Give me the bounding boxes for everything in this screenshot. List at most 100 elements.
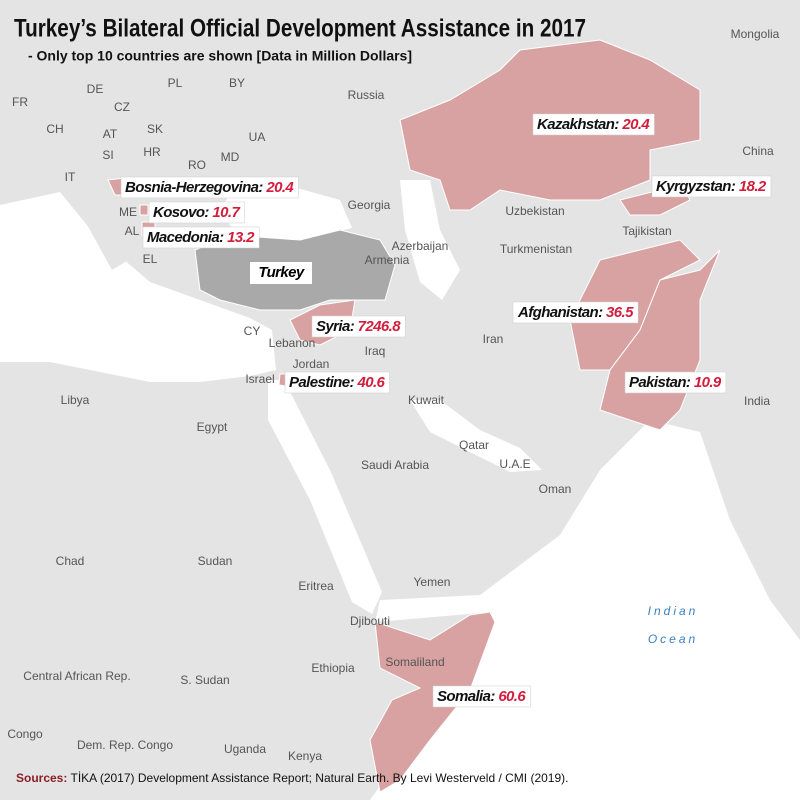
place-label: EL <box>143 252 158 266</box>
label-box <box>284 371 390 394</box>
place-label: SK <box>147 122 163 136</box>
assistance-value: 20.4 <box>621 116 650 133</box>
label-text: Kyrgyzstan: 18.2 <box>656 178 767 195</box>
label-text: Bosnia-Herzegovina: 20.4 <box>125 179 294 196</box>
place-label: Oman <box>539 482 572 496</box>
label-text: Pakistan: 10.9 <box>629 374 722 391</box>
place-label: Congo <box>7 727 43 741</box>
italy <box>60 170 132 270</box>
place-label: CY <box>244 324 261 338</box>
label-box <box>432 685 531 708</box>
country-name: Bosnia-Herzegovina: <box>125 179 263 196</box>
label-text: Afghanistan: 36.5 <box>517 304 634 321</box>
place-label: Eritrea <box>298 579 334 593</box>
assistance-value: 10.7 <box>212 204 240 221</box>
place-label: PL <box>168 76 183 90</box>
place-label: Iraq <box>365 344 386 358</box>
place-label: Qatar <box>459 438 489 452</box>
recipient-label: Syria: 7246.8 <box>311 315 406 338</box>
recipient-label: Kosovo: 10.7 <box>148 201 245 224</box>
label-box <box>532 113 655 136</box>
sources-text: TİKA (2017) Development Assistance Repor… <box>70 771 568 785</box>
place-label: U.A.E <box>499 457 530 471</box>
place-label: Egypt <box>197 420 228 434</box>
title: Turkey’s Bilateral Official Development … <box>14 15 586 43</box>
place-label: Uzbekistan <box>505 204 564 218</box>
assistance-value: 10.9 <box>694 374 722 391</box>
label-box <box>512 301 639 324</box>
place-label: FR <box>12 95 28 109</box>
recipient-label: Macedonia: 13.2 <box>142 226 260 249</box>
place-label: Jordan <box>293 357 330 371</box>
place-label: DE <box>87 82 104 96</box>
place-label: India <box>744 394 770 408</box>
label-text: Palestine: 40.6 <box>289 374 386 391</box>
label-text: Kosovo: 10.7 <box>153 204 240 221</box>
country-name: Somalia: <box>437 688 495 705</box>
place-label: Ethiopia <box>311 661 355 675</box>
assistance-value: 18.2 <box>739 178 767 195</box>
country-name: Macedonia: <box>147 229 224 246</box>
country-name: Pakistan: <box>629 374 691 391</box>
country-name: Kazakhstan: <box>537 116 619 133</box>
recipient-label: Somalia: 60.6 <box>432 685 531 708</box>
place-label: Djibouti <box>350 614 390 628</box>
sources: Sources: TİKA (2017) Development Assista… <box>16 771 568 785</box>
label-text: Macedonia: 13.2 <box>147 229 255 246</box>
place-label: Armenia <box>365 253 410 267</box>
place-label: Yemen <box>414 575 451 589</box>
label-text: Somalia: 60.6 <box>437 688 526 705</box>
place-label: UA <box>249 130 266 144</box>
assistance-value: 60.6 <box>498 688 526 705</box>
assistance-value: 7246.8 <box>358 318 402 335</box>
recipient-label: Kazakhstan: 20.4 <box>532 113 655 136</box>
place-label: Chad <box>56 554 85 568</box>
place-label: Georgia <box>348 198 391 212</box>
label-text: Syria: 7246.8 <box>316 318 401 335</box>
label-text: Kazakhstan: 20.4 <box>537 116 650 133</box>
country-name: Syria: <box>316 318 355 335</box>
country-name: Palestine: <box>289 374 354 391</box>
place-label: Somaliland <box>385 655 444 669</box>
place-label: AL <box>125 224 140 238</box>
place-label: SI <box>102 148 113 162</box>
ocean-label: Ocean <box>648 632 698 646</box>
label-box <box>142 226 260 249</box>
place-label: Sudan <box>198 554 233 568</box>
place-label: Tajikistan <box>622 224 671 238</box>
place-label: Azerbaijan <box>392 239 449 253</box>
subtitle: - Only top 10 countries are shown [Data … <box>28 48 412 64</box>
recipient-label: Palestine: 40.6 <box>284 371 390 394</box>
recipient-label: Pakistan: 10.9 <box>624 371 727 394</box>
place-label: Kenya <box>288 749 322 763</box>
place-label: Central African Rep. <box>23 669 130 683</box>
label-box <box>120 176 299 199</box>
place-label: Kuwait <box>408 393 445 407</box>
place-label: S. Sudan <box>180 673 229 687</box>
place-label: MD <box>221 150 240 164</box>
turkey-label: Turkey <box>258 264 305 281</box>
country-name: Kosovo: <box>153 204 209 221</box>
place-label: Turkmenistan <box>500 242 572 256</box>
label-box <box>651 175 772 198</box>
place-labels: FR DE PL BY Russia Mongolia CH AT CZ SK UA SI HR RO MD… <box>7 27 779 763</box>
place-label: HR <box>143 145 161 159</box>
recipient-label: Afghanistan: 36.5 <box>512 301 639 324</box>
place-label: Mongolia <box>731 27 780 41</box>
place-label: Dem. Rep. Congo <box>77 738 173 752</box>
label-box <box>311 315 406 338</box>
place-label: BY <box>229 76 245 90</box>
place-label: RO <box>188 158 206 172</box>
country-name: Kyrgyzstan: <box>656 178 736 195</box>
place-label: CH <box>46 122 63 136</box>
recipient-label: Kyrgyzstan: 18.2 <box>651 175 772 198</box>
label-box <box>624 371 727 394</box>
recipient-label: Bosnia-Herzegovina: 20.4 <box>120 176 299 199</box>
place-label: Saudi Arabia <box>361 458 429 472</box>
assistance-value: 13.2 <box>227 229 255 246</box>
assistance-value: 20.4 <box>265 179 294 196</box>
place-label: AT <box>103 127 118 141</box>
label-box <box>148 201 245 224</box>
country-name: Afghanistan: <box>517 304 603 321</box>
place-label: CZ <box>114 100 130 114</box>
